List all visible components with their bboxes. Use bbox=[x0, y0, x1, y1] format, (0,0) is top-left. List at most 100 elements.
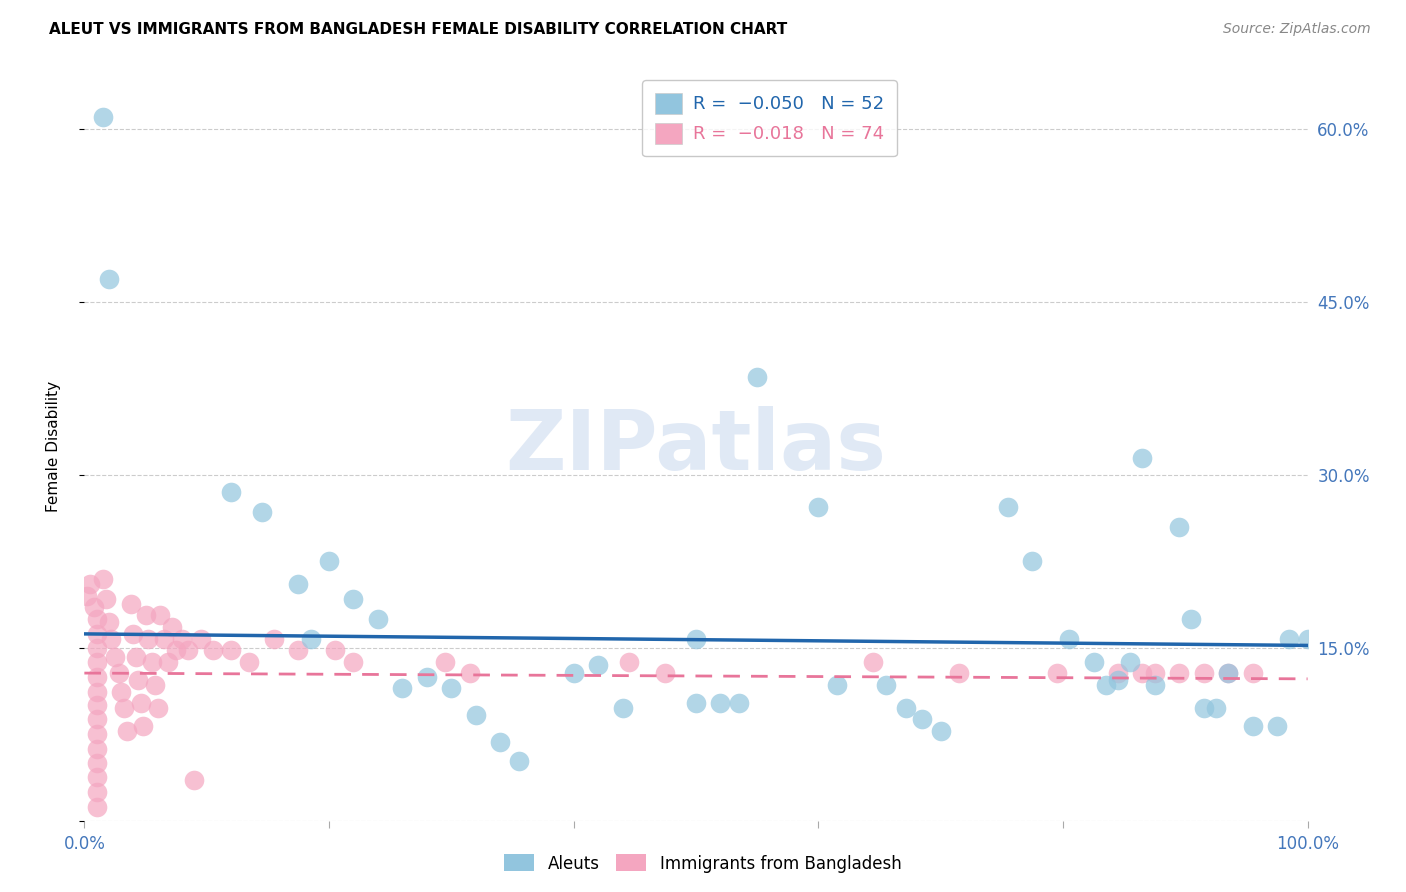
Legend: Aleuts, Immigrants from Bangladesh: Aleuts, Immigrants from Bangladesh bbox=[498, 847, 908, 880]
Point bbox=[617, 655, 640, 669]
Point bbox=[1205, 700, 1227, 714]
Point bbox=[416, 669, 439, 683]
Point bbox=[825, 678, 848, 692]
Point bbox=[156, 655, 179, 669]
Point bbox=[586, 658, 609, 673]
Point bbox=[165, 643, 187, 657]
Point bbox=[1046, 666, 1069, 681]
Text: Source: ZipAtlas.com: Source: ZipAtlas.com bbox=[1223, 22, 1371, 37]
Point bbox=[1083, 655, 1105, 669]
Point bbox=[685, 696, 707, 710]
Point bbox=[323, 643, 346, 657]
Point bbox=[685, 632, 707, 646]
Point bbox=[141, 655, 163, 669]
Point bbox=[1216, 666, 1239, 681]
Point bbox=[287, 643, 309, 657]
Point bbox=[299, 632, 322, 646]
Point bbox=[896, 700, 918, 714]
Point bbox=[127, 673, 149, 687]
Point bbox=[107, 666, 129, 681]
Point bbox=[86, 698, 108, 713]
Point bbox=[83, 600, 105, 615]
Point bbox=[86, 640, 108, 655]
Point bbox=[149, 608, 172, 623]
Point bbox=[1119, 655, 1142, 669]
Point bbox=[1168, 519, 1191, 533]
Point bbox=[318, 554, 340, 568]
Point bbox=[238, 655, 260, 669]
Point bbox=[342, 592, 364, 607]
Point bbox=[183, 773, 205, 788]
Point bbox=[1278, 632, 1301, 646]
Point bbox=[391, 681, 413, 695]
Point bbox=[862, 655, 884, 669]
Y-axis label: Female Disability: Female Disability bbox=[46, 380, 60, 512]
Point bbox=[91, 111, 114, 125]
Point bbox=[162, 620, 184, 634]
Point bbox=[1241, 666, 1264, 681]
Point bbox=[219, 485, 242, 500]
Point bbox=[1265, 719, 1288, 733]
Legend: R =  −0.050   N = 52, R =  −0.018   N = 74: R = −0.050 N = 52, R = −0.018 N = 74 bbox=[643, 80, 897, 156]
Point bbox=[1132, 450, 1154, 465]
Point bbox=[86, 770, 108, 784]
Point bbox=[135, 608, 157, 623]
Point bbox=[132, 719, 155, 733]
Point bbox=[1192, 666, 1215, 681]
Point bbox=[929, 723, 952, 738]
Point bbox=[911, 712, 934, 726]
Point bbox=[79, 577, 101, 591]
Point bbox=[76, 589, 98, 603]
Point bbox=[508, 754, 530, 768]
Point bbox=[122, 627, 145, 641]
Text: ZIPatlas: ZIPatlas bbox=[506, 406, 886, 486]
Point bbox=[146, 700, 169, 714]
Point bbox=[136, 632, 159, 646]
Point bbox=[100, 632, 122, 646]
Point bbox=[875, 678, 897, 692]
Point bbox=[86, 627, 108, 641]
Point bbox=[1180, 612, 1202, 626]
Point bbox=[1241, 719, 1264, 733]
Point bbox=[263, 632, 285, 646]
Point bbox=[97, 272, 120, 286]
Point bbox=[1143, 678, 1166, 692]
Point bbox=[612, 700, 634, 714]
Point bbox=[727, 696, 749, 710]
Point bbox=[120, 597, 142, 611]
Point bbox=[807, 500, 830, 514]
Point bbox=[1094, 678, 1116, 692]
Point bbox=[86, 756, 108, 770]
Point bbox=[129, 696, 152, 710]
Point bbox=[96, 592, 118, 607]
Point bbox=[91, 572, 114, 586]
Point bbox=[458, 666, 481, 681]
Point bbox=[464, 707, 486, 722]
Point bbox=[143, 678, 166, 692]
Point bbox=[434, 655, 457, 669]
Point bbox=[172, 632, 194, 646]
Point bbox=[948, 666, 970, 681]
Point bbox=[747, 369, 769, 384]
Point bbox=[489, 735, 512, 749]
Point bbox=[1296, 632, 1319, 646]
Point bbox=[342, 655, 364, 669]
Point bbox=[1143, 666, 1166, 681]
Point bbox=[86, 727, 108, 741]
Point bbox=[1107, 666, 1129, 681]
Point bbox=[1021, 554, 1043, 568]
Point bbox=[97, 615, 120, 630]
Point bbox=[86, 684, 108, 698]
Point bbox=[115, 723, 138, 738]
Point bbox=[709, 696, 731, 710]
Point bbox=[1216, 666, 1239, 681]
Point bbox=[287, 577, 309, 591]
Point bbox=[86, 712, 108, 726]
Point bbox=[86, 799, 108, 814]
Point bbox=[997, 500, 1019, 514]
Point bbox=[219, 643, 242, 657]
Point bbox=[110, 684, 132, 698]
Point bbox=[153, 632, 176, 646]
Point bbox=[177, 643, 200, 657]
Point bbox=[201, 643, 224, 657]
